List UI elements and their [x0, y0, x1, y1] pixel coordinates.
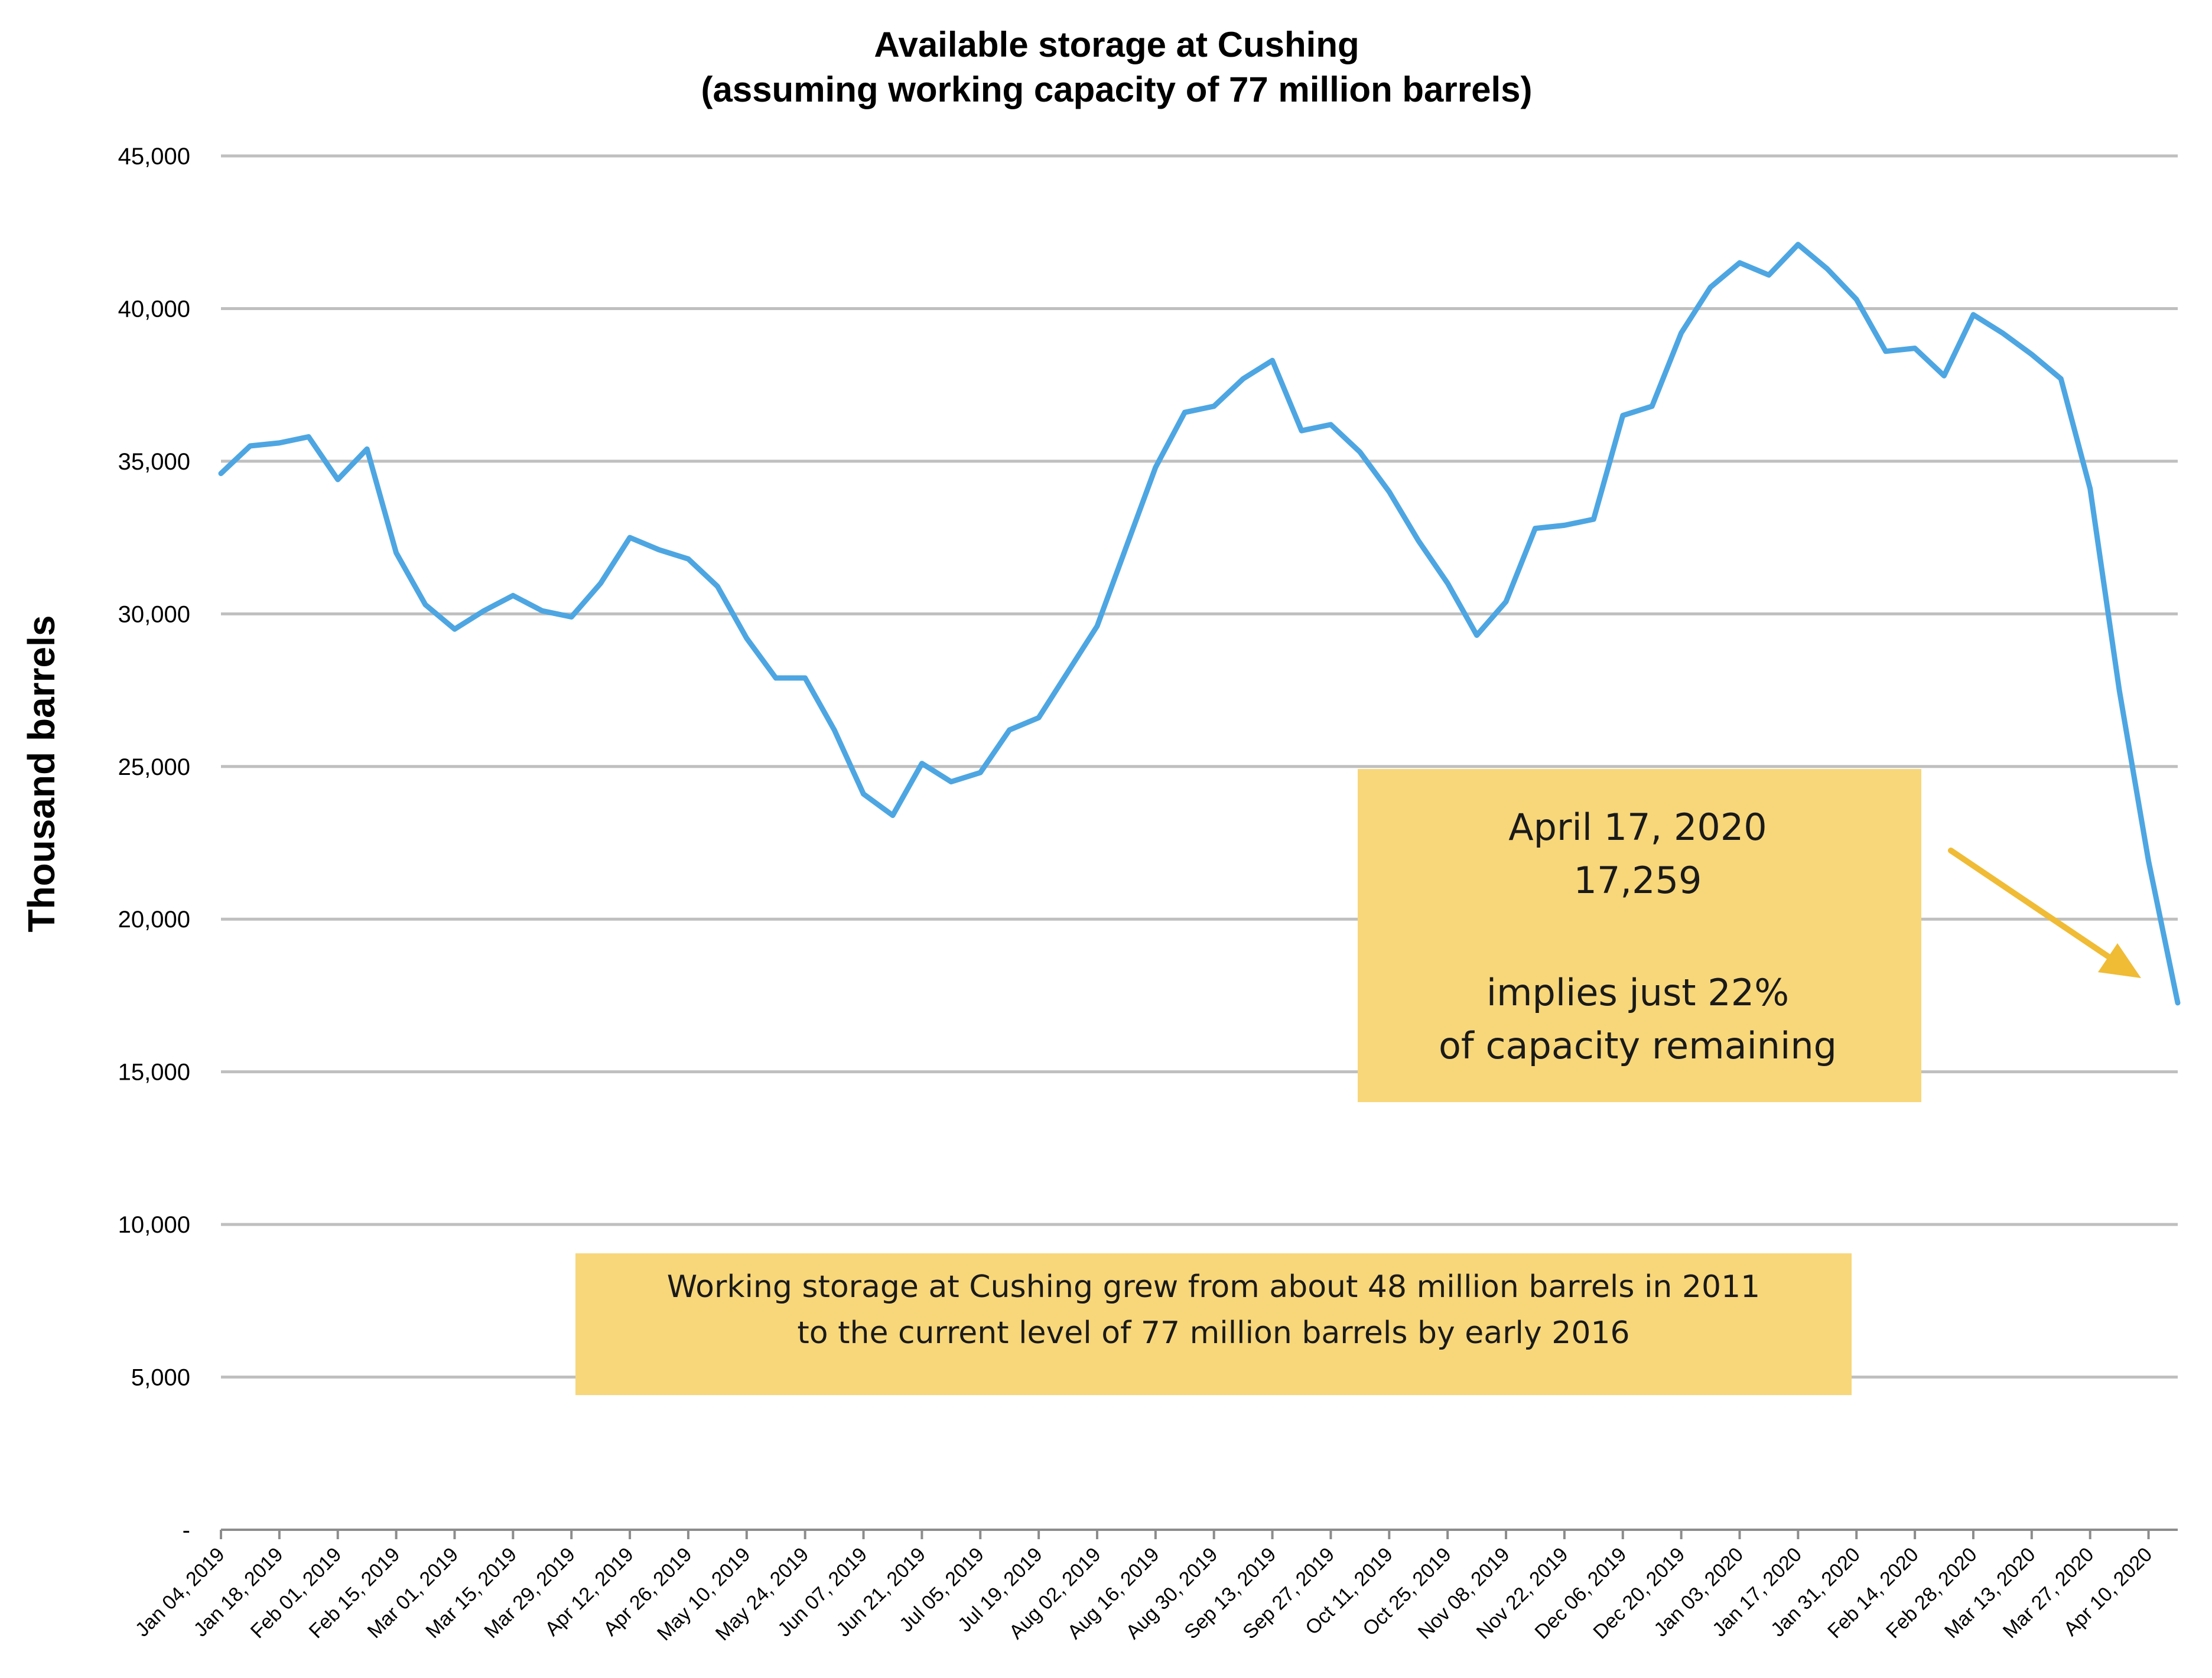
data-point	[2060, 378, 2061, 379]
data-point	[1125, 546, 1127, 548]
series-line	[218, 242, 2181, 1006]
annotation-box-capacity	[1358, 769, 1921, 1102]
data-point	[980, 772, 981, 773]
y-tick-label: 35,000	[118, 449, 190, 475]
data-point	[1768, 275, 1769, 276]
annotation-arrow-head	[2098, 943, 2141, 978]
series-layer	[218, 242, 2181, 1006]
data-point	[1009, 729, 1010, 731]
data-point	[1739, 262, 1741, 263]
data-point	[775, 677, 776, 679]
data-point	[1622, 415, 1624, 416]
y-tick-label: 40,000	[118, 296, 190, 322]
data-point	[1359, 451, 1361, 452]
data-point	[308, 436, 309, 438]
y-tick-label: 30,000	[118, 601, 190, 627]
data-point	[951, 781, 952, 783]
data-point	[688, 558, 689, 559]
data-point	[892, 814, 893, 816]
data-point	[1301, 430, 1302, 431]
data-point	[834, 729, 835, 731]
annotation-text: to the current level of 77 million barre…	[797, 1315, 1629, 1351]
data-point	[571, 617, 572, 618]
data-point	[1944, 375, 1945, 376]
data-point	[366, 448, 367, 449]
data-point	[1885, 351, 1886, 352]
data-point	[220, 473, 222, 474]
annotation-text: implies just 22%	[1486, 971, 1789, 1014]
data-point	[1068, 672, 1069, 673]
data-point	[600, 583, 601, 584]
data-point	[1534, 528, 1536, 529]
data-point	[658, 549, 659, 550]
y-tick-label: -	[183, 1517, 190, 1543]
annotation-text: Working storage at Cushing grew from abo…	[667, 1269, 1760, 1305]
data-point	[1681, 333, 1682, 334]
data-point	[1330, 424, 1331, 425]
data-point	[1564, 524, 1565, 526]
data-point	[1447, 583, 1448, 584]
annotations: April 17, 2020 17,259 implies just 22% of c…	[575, 769, 2141, 1395]
data-point	[1505, 601, 1507, 602]
data-point	[717, 586, 718, 587]
y-tick-label: 20,000	[118, 907, 190, 933]
data-point	[2090, 488, 2091, 489]
data-point	[1214, 406, 1215, 407]
data-point	[512, 595, 513, 596]
annotation-arrow	[1948, 848, 2120, 966]
data-point	[921, 763, 922, 764]
data-point	[1856, 299, 1857, 300]
data-point	[1476, 635, 1478, 636]
data-point	[1973, 314, 1974, 315]
data-point	[1593, 519, 1594, 520]
y-axis-ticks: - 5,000 10,000 15,000 20,000 25,000 30,000 35,0…	[118, 144, 190, 1543]
data-point	[1710, 286, 1711, 288]
data-point	[2177, 1002, 2178, 1003]
data-point	[1914, 348, 1915, 349]
chart-title: Available storage at Cushing	[874, 25, 1359, 64]
data-point	[1827, 268, 1828, 269]
data-point	[454, 628, 455, 630]
data-point	[1155, 467, 1156, 468]
y-axis-label: Thousand barrels	[20, 615, 63, 933]
chart-subtitle: (assuming working capacity of 77 million…	[701, 70, 1532, 109]
data-point	[425, 604, 426, 605]
data-point	[1242, 378, 1244, 379]
data-point	[396, 552, 397, 553]
gridlines	[221, 154, 2178, 1379]
data-point	[2148, 861, 2149, 862]
data-point	[2119, 690, 2120, 691]
data-point	[1651, 406, 1653, 407]
y-tick-label: 25,000	[118, 754, 190, 780]
data-point	[1184, 412, 1185, 413]
data-point	[483, 610, 484, 611]
data-point	[1272, 360, 1273, 361]
y-tick-label: 15,000	[118, 1060, 190, 1086]
data-point	[629, 537, 630, 538]
data-point	[1797, 244, 1798, 245]
data-point	[2002, 333, 2003, 334]
data-point	[542, 610, 543, 611]
data-point	[1097, 625, 1098, 627]
data-point	[1038, 717, 1039, 718]
y-tick-label: 5,000	[131, 1365, 190, 1391]
annotation-box-history	[575, 1253, 1852, 1395]
annotation-text: April 17, 2020	[1508, 806, 1767, 849]
data-point	[863, 793, 864, 794]
annotation-text: of capacity remaining	[1439, 1024, 1837, 1067]
y-tick-label: 10,000	[118, 1212, 190, 1238]
data-point	[337, 479, 339, 480]
data-point	[279, 442, 280, 444]
data-point	[805, 677, 806, 679]
data-point	[2031, 354, 2032, 355]
data-point	[1388, 491, 1390, 493]
y-tick-label: 45,000	[118, 144, 190, 170]
data-point	[1418, 540, 1419, 541]
data-point	[746, 638, 747, 639]
annotation-text: 17,259	[1574, 859, 1702, 902]
data-point	[249, 445, 251, 447]
